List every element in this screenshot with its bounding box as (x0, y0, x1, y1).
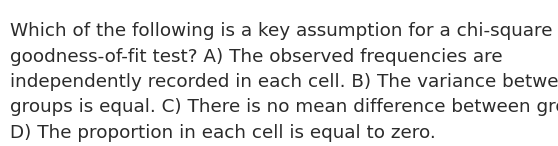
Text: independently recorded in each cell. B) The variance between: independently recorded in each cell. B) … (10, 73, 558, 91)
Text: Which of the following is a key assumption for a chi-square: Which of the following is a key assumpti… (10, 22, 552, 40)
Text: D) The proportion in each cell is equal to zero.: D) The proportion in each cell is equal … (10, 124, 436, 142)
Text: goodness-of-fit test? A) The observed frequencies are: goodness-of-fit test? A) The observed fr… (10, 47, 503, 66)
Text: groups is equal. C) There is no mean difference between groups.: groups is equal. C) There is no mean dif… (10, 99, 558, 117)
